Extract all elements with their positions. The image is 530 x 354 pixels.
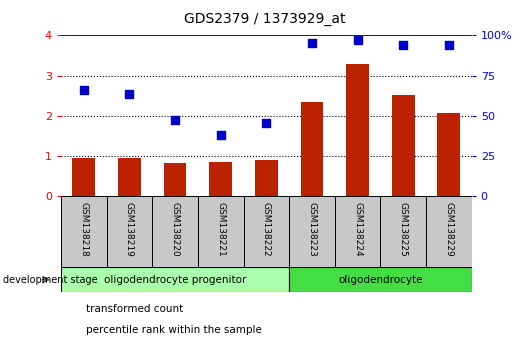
Bar: [346, 64, 369, 196]
Bar: [381, 196, 426, 267]
Text: GSM138222: GSM138222: [262, 202, 271, 257]
Point: [354, 38, 362, 43]
Text: GSM138223: GSM138223: [307, 202, 316, 257]
Point: [125, 91, 134, 97]
Bar: [335, 196, 381, 267]
Bar: [198, 196, 243, 267]
Bar: [255, 160, 278, 196]
Point: [80, 87, 88, 93]
Bar: [437, 113, 460, 196]
Bar: [152, 196, 198, 267]
Point: [171, 117, 179, 123]
Bar: [426, 196, 472, 267]
Point: [262, 120, 270, 126]
Point: [216, 132, 225, 138]
Text: transformed count: transformed count: [86, 304, 183, 314]
Text: percentile rank within the sample: percentile rank within the sample: [86, 325, 262, 335]
Bar: [107, 196, 152, 267]
Text: development stage: development stage: [3, 275, 98, 285]
Text: GSM138224: GSM138224: [353, 202, 362, 257]
Text: GSM138225: GSM138225: [399, 202, 408, 257]
Bar: [61, 267, 289, 292]
Point: [399, 42, 408, 47]
Point: [445, 42, 453, 48]
Text: GSM138229: GSM138229: [444, 202, 453, 257]
Bar: [243, 196, 289, 267]
Text: GSM138221: GSM138221: [216, 202, 225, 257]
Bar: [61, 196, 107, 267]
Bar: [164, 164, 187, 196]
Text: GSM138219: GSM138219: [125, 202, 134, 257]
Bar: [73, 158, 95, 196]
Point: [308, 40, 316, 45]
Text: oligodendrocyte progenitor: oligodendrocyte progenitor: [104, 275, 246, 285]
Bar: [209, 162, 232, 196]
Text: GDS2379 / 1373929_at: GDS2379 / 1373929_at: [184, 12, 346, 27]
Text: GSM138218: GSM138218: [80, 202, 89, 257]
Bar: [392, 95, 414, 196]
Bar: [289, 196, 335, 267]
Bar: [301, 102, 323, 196]
Text: oligodendrocyte: oligodendrocyte: [338, 275, 422, 285]
Text: GSM138220: GSM138220: [171, 202, 180, 257]
Bar: [289, 267, 472, 292]
Bar: [118, 158, 141, 196]
